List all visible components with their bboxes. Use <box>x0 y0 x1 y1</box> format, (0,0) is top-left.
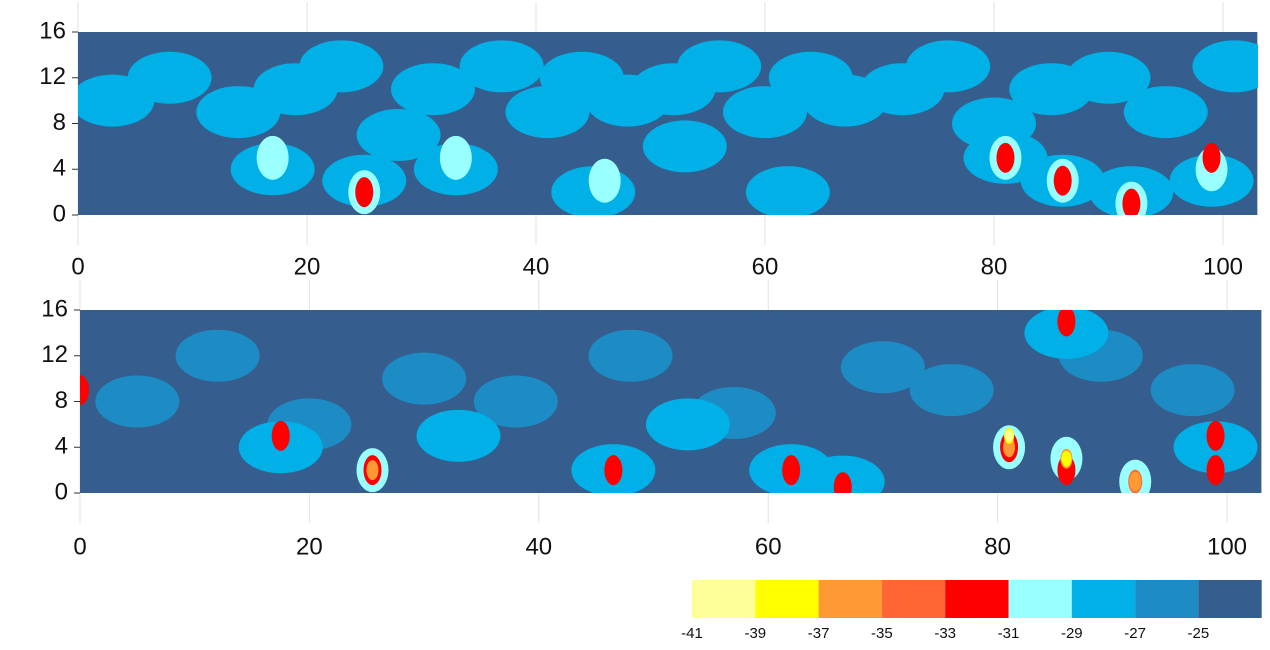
contour-region <box>1192 40 1258 93</box>
contour-region <box>677 40 762 93</box>
x-tick-label: 100 <box>1207 533 1247 560</box>
contour-region <box>1206 420 1225 451</box>
contour-region <box>1122 188 1141 215</box>
contour-region <box>604 455 623 486</box>
contour-region <box>459 40 544 93</box>
colorbar-swatch <box>755 580 819 618</box>
y-tick-label: 0 <box>53 200 66 227</box>
contour-region <box>366 460 379 481</box>
contour-region <box>1206 455 1225 486</box>
contour-region <box>1053 165 1072 196</box>
contour-region <box>256 135 289 180</box>
x-tick-label: 20 <box>294 253 321 280</box>
contour-region <box>1202 142 1221 173</box>
contour-region <box>473 375 558 428</box>
contour-region <box>833 472 852 493</box>
contour-field <box>80 310 1258 493</box>
colorbar-swatch <box>881 580 946 618</box>
colorbar-swatch <box>818 580 882 618</box>
colorbar-label: -25 <box>1188 625 1210 642</box>
contour-region <box>645 398 730 451</box>
colorbar-label: -39 <box>744 625 766 642</box>
y-tick-label: 4 <box>55 433 68 460</box>
x-tick-label: 80 <box>981 253 1008 280</box>
contour-region <box>1123 86 1208 139</box>
contour-region <box>996 142 1015 173</box>
y-tick-label: 4 <box>53 155 66 182</box>
contour-region <box>1057 310 1076 337</box>
colorbar-label: -31 <box>998 625 1020 642</box>
contour-region <box>416 409 501 462</box>
contour-region <box>95 375 180 428</box>
x-tick-label: 40 <box>523 253 550 280</box>
colorbar-label: -41 <box>681 625 703 642</box>
contour-region <box>906 40 991 93</box>
y-tick-label: 16 <box>41 295 68 322</box>
x-tick-label: 60 <box>752 253 779 280</box>
contour-region <box>1005 429 1014 442</box>
colorbar-label: -27 <box>1124 625 1146 642</box>
contour-region <box>1129 471 1142 492</box>
x-tick-label: 100 <box>1203 253 1243 280</box>
contour-region <box>642 120 727 173</box>
contour-region <box>1150 364 1235 417</box>
colorbar-swatch <box>692 580 756 618</box>
contour-region <box>127 51 212 104</box>
contour-region <box>80 375 89 406</box>
contour-field <box>78 40 1258 215</box>
contour-region <box>1003 437 1016 458</box>
contour-region <box>745 166 830 215</box>
colorbar-label: -37 <box>808 625 830 642</box>
colorbar-swatch <box>1198 580 1262 618</box>
y-tick-label: 8 <box>55 387 68 414</box>
colorbar-swatch <box>945 580 1009 618</box>
y-tick-label: 12 <box>39 63 66 90</box>
colorbar-label: -33 <box>934 625 956 642</box>
x-tick-label: 20 <box>296 533 323 560</box>
contour-region <box>723 86 807 139</box>
colorbar-swatch <box>1008 580 1072 618</box>
contour-region <box>782 455 801 486</box>
colorbar-label: -35 <box>871 625 893 642</box>
contour-region <box>356 108 441 161</box>
contour-region <box>390 63 475 116</box>
contour-region <box>588 158 621 203</box>
colorbar-swatch <box>1071 580 1136 618</box>
x-tick-label: 0 <box>73 533 86 560</box>
x-tick-label: 80 <box>984 533 1011 560</box>
contour-region <box>840 341 925 394</box>
x-tick-label: 40 <box>525 533 552 560</box>
x-tick-label: 0 <box>71 253 84 280</box>
y-tick-label: 12 <box>41 341 68 368</box>
contour-region <box>175 329 260 382</box>
y-tick-label: 16 <box>39 17 66 44</box>
contour-region <box>355 177 374 208</box>
y-tick-label: 8 <box>53 109 66 136</box>
contour-region <box>382 352 467 405</box>
y-tick-label: 0 <box>55 478 68 505</box>
x-tick-label: 60 <box>755 533 782 560</box>
contour-region <box>271 420 290 451</box>
contour-region <box>909 364 994 417</box>
contour-region <box>299 40 384 93</box>
contour-region <box>439 135 472 180</box>
colorbar-swatch <box>1135 580 1199 618</box>
contour-region <box>1066 51 1151 104</box>
contour-region <box>1061 450 1072 467</box>
colorbar-label: -29 <box>1061 625 1083 642</box>
contour-region <box>588 329 673 382</box>
